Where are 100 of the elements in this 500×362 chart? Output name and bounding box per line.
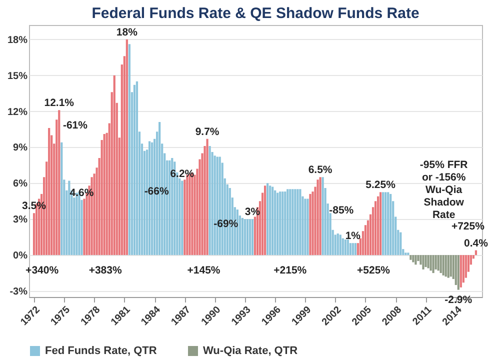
bar <box>286 189 289 256</box>
bar <box>447 255 450 278</box>
legend-label: Wu-Qia Rate, QTR <box>203 345 298 357</box>
bar <box>282 192 284 256</box>
bar <box>434 255 437 270</box>
y-tick-label: 6% <box>13 178 28 190</box>
bar <box>384 192 387 256</box>
bar <box>404 252 407 256</box>
bar <box>422 255 424 270</box>
bar <box>214 156 216 256</box>
annotation: 6.5% <box>308 164 333 176</box>
bar <box>390 194 392 256</box>
bar <box>306 198 309 256</box>
bar <box>346 239 349 256</box>
bar <box>48 128 50 256</box>
annotation: 4.6% <box>70 186 94 199</box>
bar <box>427 255 430 268</box>
bar <box>274 190 276 256</box>
bar <box>251 219 254 256</box>
bar <box>304 198 306 256</box>
bar <box>430 255 432 271</box>
bar <box>276 192 279 256</box>
bar <box>382 192 384 256</box>
bar <box>474 250 478 256</box>
bar <box>400 232 402 256</box>
y-tick-label: 0% <box>13 250 28 262</box>
annotation: +340% <box>26 264 60 277</box>
bar <box>352 243 354 256</box>
bar <box>128 44 130 256</box>
bar <box>309 194 312 256</box>
bar <box>126 39 128 256</box>
bar <box>136 81 138 256</box>
bar <box>103 134 106 256</box>
bar <box>206 138 208 256</box>
annotation: +383% <box>88 264 122 277</box>
annotation: -85% <box>329 204 354 217</box>
bar <box>266 183 269 256</box>
bar <box>208 146 211 256</box>
bar <box>289 189 292 256</box>
bar <box>407 252 410 256</box>
bar <box>432 255 434 274</box>
annotation: 18% <box>116 26 138 38</box>
y-tick-label: 15% <box>7 70 28 82</box>
bar <box>284 192 286 256</box>
annotation: -61% <box>62 120 88 132</box>
y-tick-label: 12% <box>7 106 28 118</box>
annotation: -66% <box>144 186 170 198</box>
bar <box>342 238 344 256</box>
bar <box>344 239 346 256</box>
bar <box>460 255 462 288</box>
bar <box>450 255 452 277</box>
bar <box>113 75 116 256</box>
bar <box>387 192 390 256</box>
bar <box>292 189 294 256</box>
bar <box>296 189 299 256</box>
annotation: -69% <box>214 218 239 230</box>
annotation: +725% <box>451 220 486 232</box>
annotation: 6.2% <box>170 168 195 180</box>
bar <box>248 219 252 256</box>
y-tick-label: 3% <box>13 214 28 226</box>
bar <box>457 255 460 290</box>
annotation: +215% <box>274 264 308 277</box>
legend-label: Fed Funds Rate, QTR <box>45 345 157 357</box>
bar <box>241 218 244 256</box>
bar <box>354 243 356 256</box>
annotation: 1% <box>345 230 362 242</box>
bar <box>336 233 339 256</box>
bar <box>60 142 63 256</box>
bar <box>376 196 380 256</box>
bar <box>168 160 171 256</box>
annotation: -95% FFR or -156% Wu-Qia Shadow Rate <box>420 159 468 222</box>
bar <box>417 255 420 262</box>
bar <box>316 180 319 256</box>
bar <box>264 186 266 256</box>
bar <box>414 255 417 265</box>
annotation: 9.7% <box>195 126 220 138</box>
bar <box>68 180 70 256</box>
bar <box>246 219 249 256</box>
annotation: +145% <box>187 264 221 277</box>
bar <box>269 186 272 256</box>
y-tick-label: 18% <box>7 34 28 46</box>
bar <box>319 177 322 256</box>
bar <box>412 255 414 262</box>
bar <box>299 189 302 256</box>
bar <box>410 255 412 260</box>
y-tick-label: 9% <box>13 142 28 154</box>
bar <box>349 243 352 256</box>
bar <box>272 186 274 256</box>
bar <box>440 255 442 274</box>
y-tick-label: -3% <box>10 286 28 298</box>
annotation: +525% <box>357 264 391 277</box>
annotation: -2.9% <box>444 294 473 306</box>
bar <box>339 234 342 256</box>
bar <box>181 180 184 256</box>
annotation: 5.25% <box>366 179 396 192</box>
bar <box>442 255 444 276</box>
bar <box>424 255 427 268</box>
bar <box>380 192 382 256</box>
bar <box>437 255 440 271</box>
annotation: 12.1% <box>44 97 75 110</box>
